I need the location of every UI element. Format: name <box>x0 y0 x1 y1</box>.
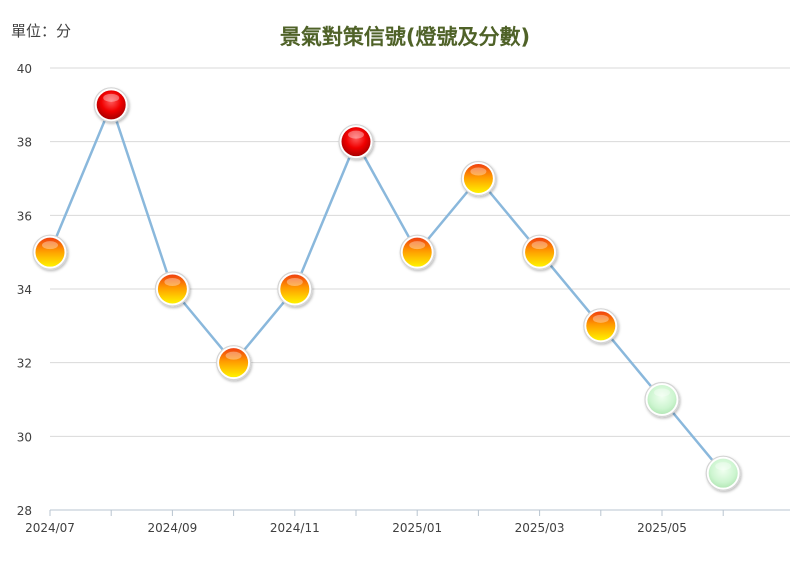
y-tick-label: 36 <box>17 209 32 223</box>
data-point-yellow-red <box>32 234 68 270</box>
data-point-fill <box>157 274 187 304</box>
data-point-fill <box>341 127 371 157</box>
y-tick-label: 28 <box>17 504 32 518</box>
y-tick-label: 32 <box>17 357 32 371</box>
y-tick-label: 40 <box>17 62 32 76</box>
data-point-fill <box>586 311 616 341</box>
data-point-red <box>93 87 129 123</box>
data-point-highlight <box>225 351 242 360</box>
data-point-green <box>644 381 680 418</box>
data-point-yellow-red <box>521 234 558 270</box>
data-point-fill <box>525 237 555 267</box>
data-point-fill <box>708 458 738 488</box>
data-points <box>32 87 741 491</box>
data-point-red <box>338 124 374 160</box>
data-point-yellow-red <box>583 308 619 344</box>
y-axis-ticks: 28 30 32 34 36 38 40 <box>17 62 32 518</box>
x-axis: 2024/07 2024/09 2024/11 2025/01 2025/03 2025/… <box>25 509 790 535</box>
y-tick-label: 34 <box>17 283 32 297</box>
data-point-fill <box>219 348 249 378</box>
data-point-fill <box>96 90 126 120</box>
data-point-highlight <box>409 241 426 250</box>
data-point-highlight <box>42 241 58 250</box>
x-tick-label: 2024/09 <box>147 521 197 535</box>
y-tick-label: 30 <box>17 430 32 444</box>
data-point-highlight <box>531 241 548 250</box>
data-point-fill <box>463 164 493 193</box>
x-tick-label: 2024/11 <box>270 521 320 535</box>
data-point-highlight <box>103 93 120 102</box>
x-tick-label: 2025/01 <box>392 521 442 535</box>
data-point-fill <box>647 385 677 414</box>
x-tick-label: 2025/03 <box>515 521 565 535</box>
data-point-highlight <box>654 388 670 397</box>
x-tick-label: 2025/05 <box>637 521 687 535</box>
data-point-highlight <box>715 462 732 471</box>
data-point-green <box>705 455 741 491</box>
data-point-highlight <box>470 167 487 176</box>
data-point-fill <box>280 274 310 304</box>
chart-title: 景氣對策信號(燈號及分數) <box>280 25 530 49</box>
data-point-highlight <box>348 130 364 139</box>
data-point-fill <box>35 237 65 267</box>
unit-label: 單位：分 <box>11 22 71 40</box>
data-point-yellow-red <box>277 271 313 307</box>
data-point-yellow-red <box>399 234 435 270</box>
data-point-highlight <box>592 314 609 323</box>
data-point-yellow-red <box>154 271 190 307</box>
y-tick-label: 38 <box>17 136 32 150</box>
data-point-fill <box>402 237 432 267</box>
data-point-highlight <box>286 278 303 286</box>
data-point-highlight <box>164 278 181 286</box>
data-point-yellow-red <box>216 345 252 381</box>
data-point-yellow-red <box>460 160 496 197</box>
x-tick-label: 2024/07 <box>25 521 75 535</box>
